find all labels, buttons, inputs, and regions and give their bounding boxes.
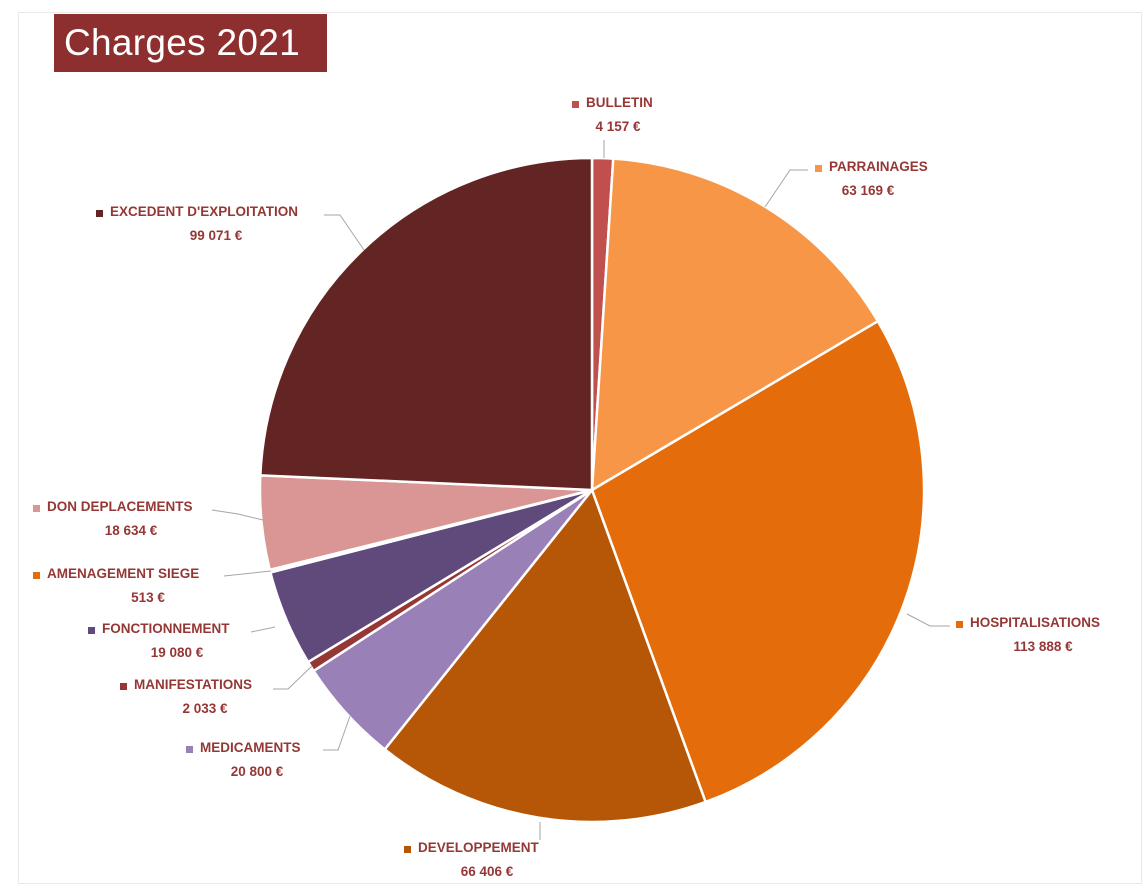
leader-line-manifestations [273, 666, 312, 689]
leader-line-fonctionnement [251, 627, 275, 632]
legend-marker-fonctionnement [88, 627, 95, 634]
data-label-bulletin: BULLETIN [586, 95, 653, 110]
data-value-don-deplacements: 18 634 € [105, 523, 158, 538]
pie-slice-excedent-d-exploitation [260, 158, 592, 490]
data-value-medicaments: 20 800 € [231, 764, 284, 779]
data-value-parrainages: 63 169 € [842, 183, 895, 198]
legend-marker-amenagement-siege [33, 572, 40, 579]
data-label-manifestations: MANIFESTATIONS [134, 677, 252, 692]
legend-marker-developpement [404, 846, 411, 853]
legend-marker-parrainages [815, 165, 822, 172]
legend-marker-excedent-d-exploitation [96, 210, 103, 217]
leader-line-don-deplacements [212, 510, 263, 520]
data-value-excedent-d-exploitation: 99 071 € [190, 228, 243, 243]
data-label-medicaments: MEDICAMENTS [200, 740, 301, 755]
leader-line-parrainages [765, 170, 808, 207]
data-label-amenagement-siege: AMENAGEMENT SIEGE [47, 566, 199, 581]
data-label-hospitalisations: HOSPITALISATIONS [970, 615, 1100, 630]
leader-line-hospitalisations [907, 614, 950, 626]
legend-marker-medicaments [186, 746, 193, 753]
data-value-bulletin: 4 157 € [595, 119, 641, 134]
data-label-excedent-d-exploitation: EXCEDENT D'EXPLOITATION [110, 204, 298, 219]
data-value-amenagement-siege: 513 € [131, 590, 165, 605]
data-label-developpement: DEVELOPPEMENT [418, 840, 540, 855]
legend-marker-manifestations [120, 683, 127, 690]
data-value-fonctionnement: 19 080 € [151, 645, 204, 660]
data-label-parrainages: PARRAINAGES [829, 159, 928, 174]
legend-marker-bulletin [572, 101, 579, 108]
data-value-developpement: 66 406 € [461, 864, 514, 879]
data-label-don-deplacements: DON DEPLACEMENTS [47, 499, 193, 514]
leader-line-excedent-d-exploitation [324, 215, 364, 250]
data-label-fonctionnement: FONCTIONNEMENT [102, 621, 230, 636]
data-value-hospitalisations: 113 888 € [1013, 639, 1073, 654]
legend-marker-don-deplacements [33, 505, 40, 512]
data-value-manifestations: 2 033 € [182, 701, 228, 716]
leader-line-amenagement-siege [224, 571, 271, 576]
leader-line-medicaments [323, 716, 350, 750]
legend-marker-hospitalisations [956, 621, 963, 628]
